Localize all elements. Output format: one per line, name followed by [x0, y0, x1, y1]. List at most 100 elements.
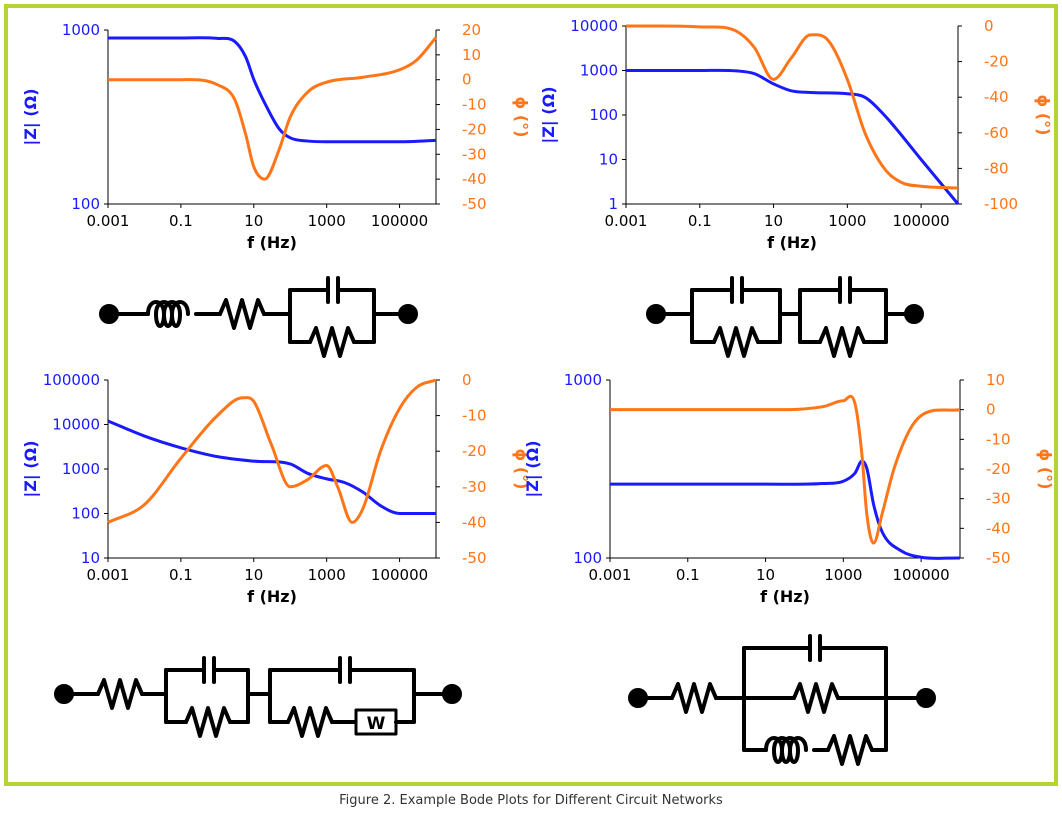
- x-tick-label: 100000: [371, 212, 428, 230]
- figure-frame: 0.001 0.1 10 1000 100000 100 1000 -50 -40 -30 -20-…: [4, 4, 1058, 786]
- y2-tick-label: -40: [462, 170, 487, 188]
- y2-tick-label: -10: [462, 407, 487, 425]
- x-axis-label: f (Hz): [760, 587, 810, 606]
- bode-chart-3: 0.001 0.1 10 1000 100000 10 100 1000 10000 100000…: [21, 371, 531, 606]
- y2-tick-label: -40: [986, 519, 1011, 537]
- y2-axis-label: ϕ (°): [512, 449, 531, 490]
- resistor-symbol: [96, 678, 144, 710]
- circuits-layer: [54, 276, 936, 766]
- y-axis-label: |Z| (Ω): [21, 88, 41, 145]
- phase-series-line: [625, 24, 959, 190]
- y-tick-label: 100: [589, 106, 618, 124]
- y-axis-label: |Z| (Ω): [21, 440, 41, 497]
- y2-tick-label: -10: [462, 96, 487, 114]
- y-tick-label: 10: [81, 549, 100, 567]
- x-tick-label: 10: [244, 212, 263, 230]
- resistor-symbol: [184, 706, 232, 738]
- charts-layer: 0.001 0.1 10 1000 1000001001000-50-40-30-20-…: [21, 17, 1055, 606]
- magnitude-series-line: [625, 68, 960, 205]
- y2-tick-label: -20: [462, 120, 487, 138]
- y-tick-label: 10000: [570, 17, 618, 35]
- resistor-symbol: [712, 326, 760, 358]
- inductor-symbol: [146, 300, 190, 328]
- y2-tick-label: -50: [986, 549, 1011, 567]
- phase-series-line: [108, 36, 438, 181]
- circuit-4-r-c-r-lr: [628, 634, 936, 766]
- y2-tick-label: -100: [984, 195, 1018, 213]
- bode-chart-2: 0.001 0.1 10 1000 100000 1 10 100 1000 10000 -100 -…: [539, 17, 1053, 252]
- x-tick-label: 0.001: [605, 212, 648, 230]
- terminal-dot: [904, 304, 924, 324]
- bode-chart-1: 0.001 0.1 10 1000 1000001001000-50-40-30-20-…: [21, 21, 531, 252]
- y-tick-label: 100000: [43, 371, 100, 389]
- x-tick-label: 0.1: [676, 566, 700, 584]
- y2-axis-label: ϕ (°): [1034, 95, 1053, 136]
- x-tick-label: 0.1: [169, 566, 193, 584]
- x-tick-label: 1000: [824, 566, 862, 584]
- resistor-symbol: [818, 326, 866, 358]
- figure-caption: Figure 2. Example Bode Plots for Differe…: [339, 793, 723, 808]
- y-axis-label: |Z| (Ω): [523, 440, 543, 497]
- y-tick-label: 100: [573, 549, 602, 567]
- y2-tick-label: -50: [462, 549, 487, 567]
- y-tick-label: 100: [71, 195, 100, 213]
- circuit-2-two-rc: [646, 276, 924, 358]
- resistor-symbol: [792, 682, 840, 714]
- y2-tick-label: -30: [462, 145, 487, 163]
- resistor-symbol: [670, 682, 718, 714]
- circuit-1-inductor-resistor-rc: [99, 276, 418, 358]
- y-tick-label: 10: [599, 151, 618, 169]
- phase-series-line: [609, 394, 961, 545]
- y2-tick-label: -20: [986, 460, 1011, 478]
- phase-series-line: [107, 378, 437, 524]
- x-tick-label: 10: [244, 566, 263, 584]
- magnitude-series-line: [108, 36, 437, 144]
- y-tick-label: 1: [608, 195, 618, 213]
- circuit-3-randles-warburg: [54, 656, 462, 738]
- y-axis-label: |Z| (Ω): [539, 86, 559, 143]
- y-tick-label: 1000: [62, 460, 100, 478]
- resistor-symbol: [218, 298, 266, 330]
- y2-tick-label: 20: [462, 21, 481, 39]
- y2-tick-label: 10: [462, 46, 481, 64]
- y2-axis-label: ϕ (°): [512, 97, 531, 138]
- warburg-symbol-letter: W: [367, 714, 386, 734]
- y-tick-label: 1000: [580, 62, 618, 80]
- x-tick-label: 100000: [371, 566, 428, 584]
- y2-tick-label: -50: [462, 195, 487, 213]
- x-tick-label: 0.001: [87, 212, 130, 230]
- magnitude-series-line: [610, 459, 961, 560]
- figure-canvas: 0.001 0.1 10 1000 1000001001000-50-40-30-20-…: [21, 17, 1055, 766]
- resistor-symbol: [286, 706, 334, 738]
- y2-tick-label: -40: [462, 513, 487, 531]
- y2-tick-label: -10: [986, 430, 1011, 448]
- y2-tick-label: -60: [984, 124, 1009, 142]
- bode-chart-4: 0.001 0.1 10 1000 1000001001000-50-40-30-20-…: [523, 371, 1055, 606]
- y2-tick-label: -80: [984, 159, 1009, 177]
- x-axis-label: f (Hz): [247, 587, 297, 606]
- y2-tick-label: 0: [986, 401, 996, 419]
- resistor-symbol: [826, 734, 874, 766]
- y2-tick-label: 0: [462, 371, 472, 389]
- x-tick-label: 1000: [308, 212, 346, 230]
- y2-tick-label: -30: [462, 478, 487, 496]
- y2-tick-label: 0: [462, 71, 472, 89]
- y2-tick-label: -40: [984, 88, 1009, 106]
- y2-tick-label: -20: [984, 53, 1009, 71]
- x-axis-label: f (Hz): [767, 233, 817, 252]
- y2-axis-label: ϕ (°): [1036, 449, 1054, 490]
- terminal-dot: [398, 304, 418, 324]
- terminal-dot: [442, 684, 462, 704]
- x-tick-label: 100000: [892, 566, 949, 584]
- y-tick-label: 1000: [62, 21, 100, 39]
- x-axis-label: f (Hz): [247, 233, 297, 252]
- x-tick-label: 0.001: [87, 566, 130, 584]
- x-tick-label: 1000: [828, 212, 866, 230]
- resistor-symbol: [308, 326, 356, 358]
- x-tick-label: 1000: [308, 566, 346, 584]
- y-tick-label: 1000: [564, 371, 602, 389]
- x-tick-label: 10: [756, 566, 775, 584]
- x-tick-label: 0.001: [589, 566, 632, 584]
- terminal-dot: [916, 688, 936, 708]
- y2-tick-label: 0: [984, 17, 994, 35]
